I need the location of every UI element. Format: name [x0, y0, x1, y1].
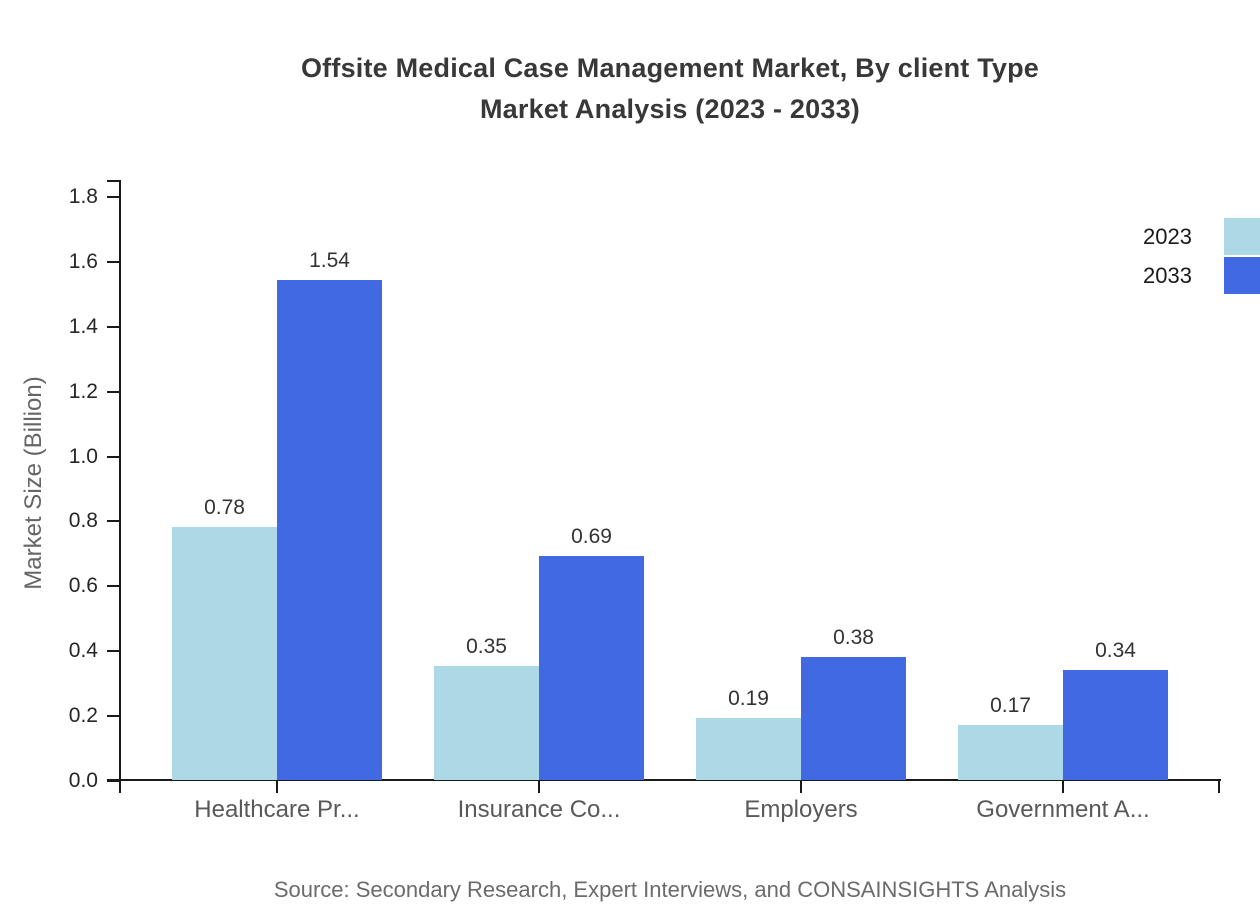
y-axis-tick [107, 390, 121, 393]
x-axis-tick [276, 781, 278, 793]
y-axis-tick [107, 325, 121, 328]
bar-2033-1 [539, 556, 644, 780]
y-axis-tick-label: 1.4 [68, 314, 98, 338]
bar-value-label: 0.38 [833, 625, 874, 649]
bar-2033-2 [801, 656, 906, 780]
y-axis-tick [107, 650, 121, 653]
x-axis-line [107, 779, 1221, 781]
bar-value-label: 0.69 [571, 525, 612, 549]
source-note: Source: Secondary Research, Expert Inter… [273, 877, 1067, 902]
bar-2023-3 [958, 724, 1063, 780]
y-axis-tick-label: 1.2 [68, 379, 98, 403]
x-axis-tick [119, 781, 121, 793]
y-axis-tick-label: 0.0 [68, 769, 98, 792]
y-axis-tick-label: 1.6 [68, 249, 98, 273]
legend-swatch-2023 [1224, 218, 1260, 255]
y-axis-tick [107, 715, 121, 718]
y-axis-tick [107, 455, 121, 458]
x-axis-category-label: Employers [744, 796, 858, 823]
bar-value-label: 0.17 [990, 693, 1031, 717]
legend-label-2033: 2033 [1143, 262, 1192, 288]
chart-title-line1: Offsite Medical Case Management Market, … [300, 53, 1040, 83]
y-axis-tick-label: 1.8 [68, 185, 98, 208]
chart-title: Offsite Medical Case Management Market, … [80, 48, 1260, 130]
y-axis-line [119, 180, 121, 793]
y-axis-tick [107, 196, 121, 198]
bar-2023-2 [696, 718, 801, 780]
x-axis-tick [1218, 781, 1220, 793]
y-axis-end-tick [107, 180, 121, 182]
bar-2023-0 [172, 526, 277, 780]
y-axis-tick [107, 780, 121, 782]
bar-2033-3 [1063, 669, 1168, 780]
x-axis-category-label: Healthcare Pr... [194, 796, 360, 823]
x-axis-category-label: Government A... [976, 796, 1150, 823]
x-axis-category-label: Insurance Co... [457, 796, 621, 823]
bar-value-label: 0.78 [204, 495, 245, 519]
bar-value-label: 0.19 [728, 687, 769, 711]
x-axis-tick [1062, 781, 1064, 793]
bar-value-label: 0.34 [1095, 638, 1136, 662]
x-axis-tick [538, 781, 540, 793]
y-axis-tick [107, 585, 121, 588]
bar-2023-1 [434, 666, 539, 780]
y-axis-tick-label: 0.6 [68, 574, 98, 598]
legend-item-2023: 2023 [1143, 218, 1260, 255]
bar-value-label: 0.35 [466, 635, 507, 659]
y-axis-tick-label: 1.0 [68, 444, 98, 468]
y-axis-tick-label: 0.8 [68, 509, 98, 533]
y-axis-tick-label: 0.4 [68, 639, 98, 663]
y-axis-tick [107, 260, 121, 263]
y-axis-tick-label: 0.2 [68, 704, 98, 728]
legend-item-2033: 2033 [1143, 257, 1260, 294]
bar-value-label: 1.54 [309, 249, 350, 273]
legend-swatch-2033 [1224, 257, 1260, 294]
chart-title-line2: Market Analysis (2023 - 2033) [479, 94, 860, 124]
legend-label-2023: 2023 [1143, 223, 1192, 249]
legend: 2023 2033 [1143, 218, 1260, 296]
x-axis-tick [800, 781, 802, 793]
bar-2033-0 [277, 280, 382, 780]
y-axis-tick [107, 520, 121, 523]
